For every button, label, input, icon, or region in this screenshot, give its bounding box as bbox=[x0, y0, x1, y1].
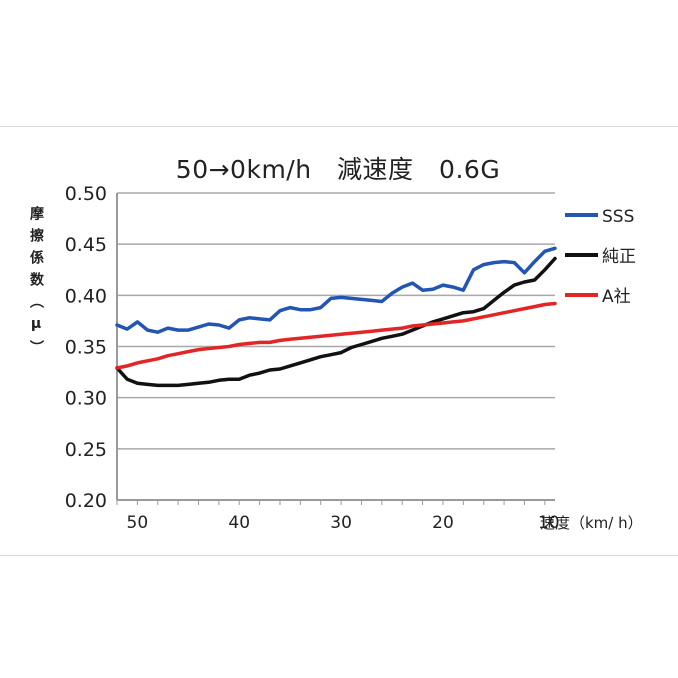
y-tick-label: 0.20 bbox=[65, 490, 107, 512]
y-tick-label: 0.25 bbox=[65, 439, 107, 461]
legend-label: 純正 bbox=[602, 247, 636, 267]
chart-title: 50→0km/h 減速度 0.6G bbox=[175, 155, 501, 184]
legend-label: A社 bbox=[602, 287, 631, 307]
x-tick-label: 50 bbox=[127, 513, 149, 533]
y-tick-label: 0.40 bbox=[65, 285, 107, 307]
y-tick-label: 0.35 bbox=[65, 337, 107, 359]
y-tick-label: 0.30 bbox=[65, 388, 107, 410]
y-tick-label: 0.45 bbox=[65, 234, 107, 256]
series-line-純正 bbox=[115, 256, 557, 388]
chart-frame bbox=[0, 126, 678, 556]
y-axis-label: 摩擦係数（μ） bbox=[28, 206, 44, 362]
x-tick-label: 20 bbox=[432, 513, 454, 533]
x-axis-label: 速度（km/ h） bbox=[540, 514, 643, 532]
x-tick-label: 30 bbox=[330, 513, 352, 533]
legend-label: SSS bbox=[602, 207, 634, 227]
series-line-A社 bbox=[115, 301, 557, 370]
x-tick-label: 10 bbox=[538, 513, 560, 533]
series-line-SSS bbox=[115, 246, 557, 334]
x-tick-label: 40 bbox=[228, 513, 250, 533]
y-tick-label: 0.50 bbox=[65, 183, 107, 205]
